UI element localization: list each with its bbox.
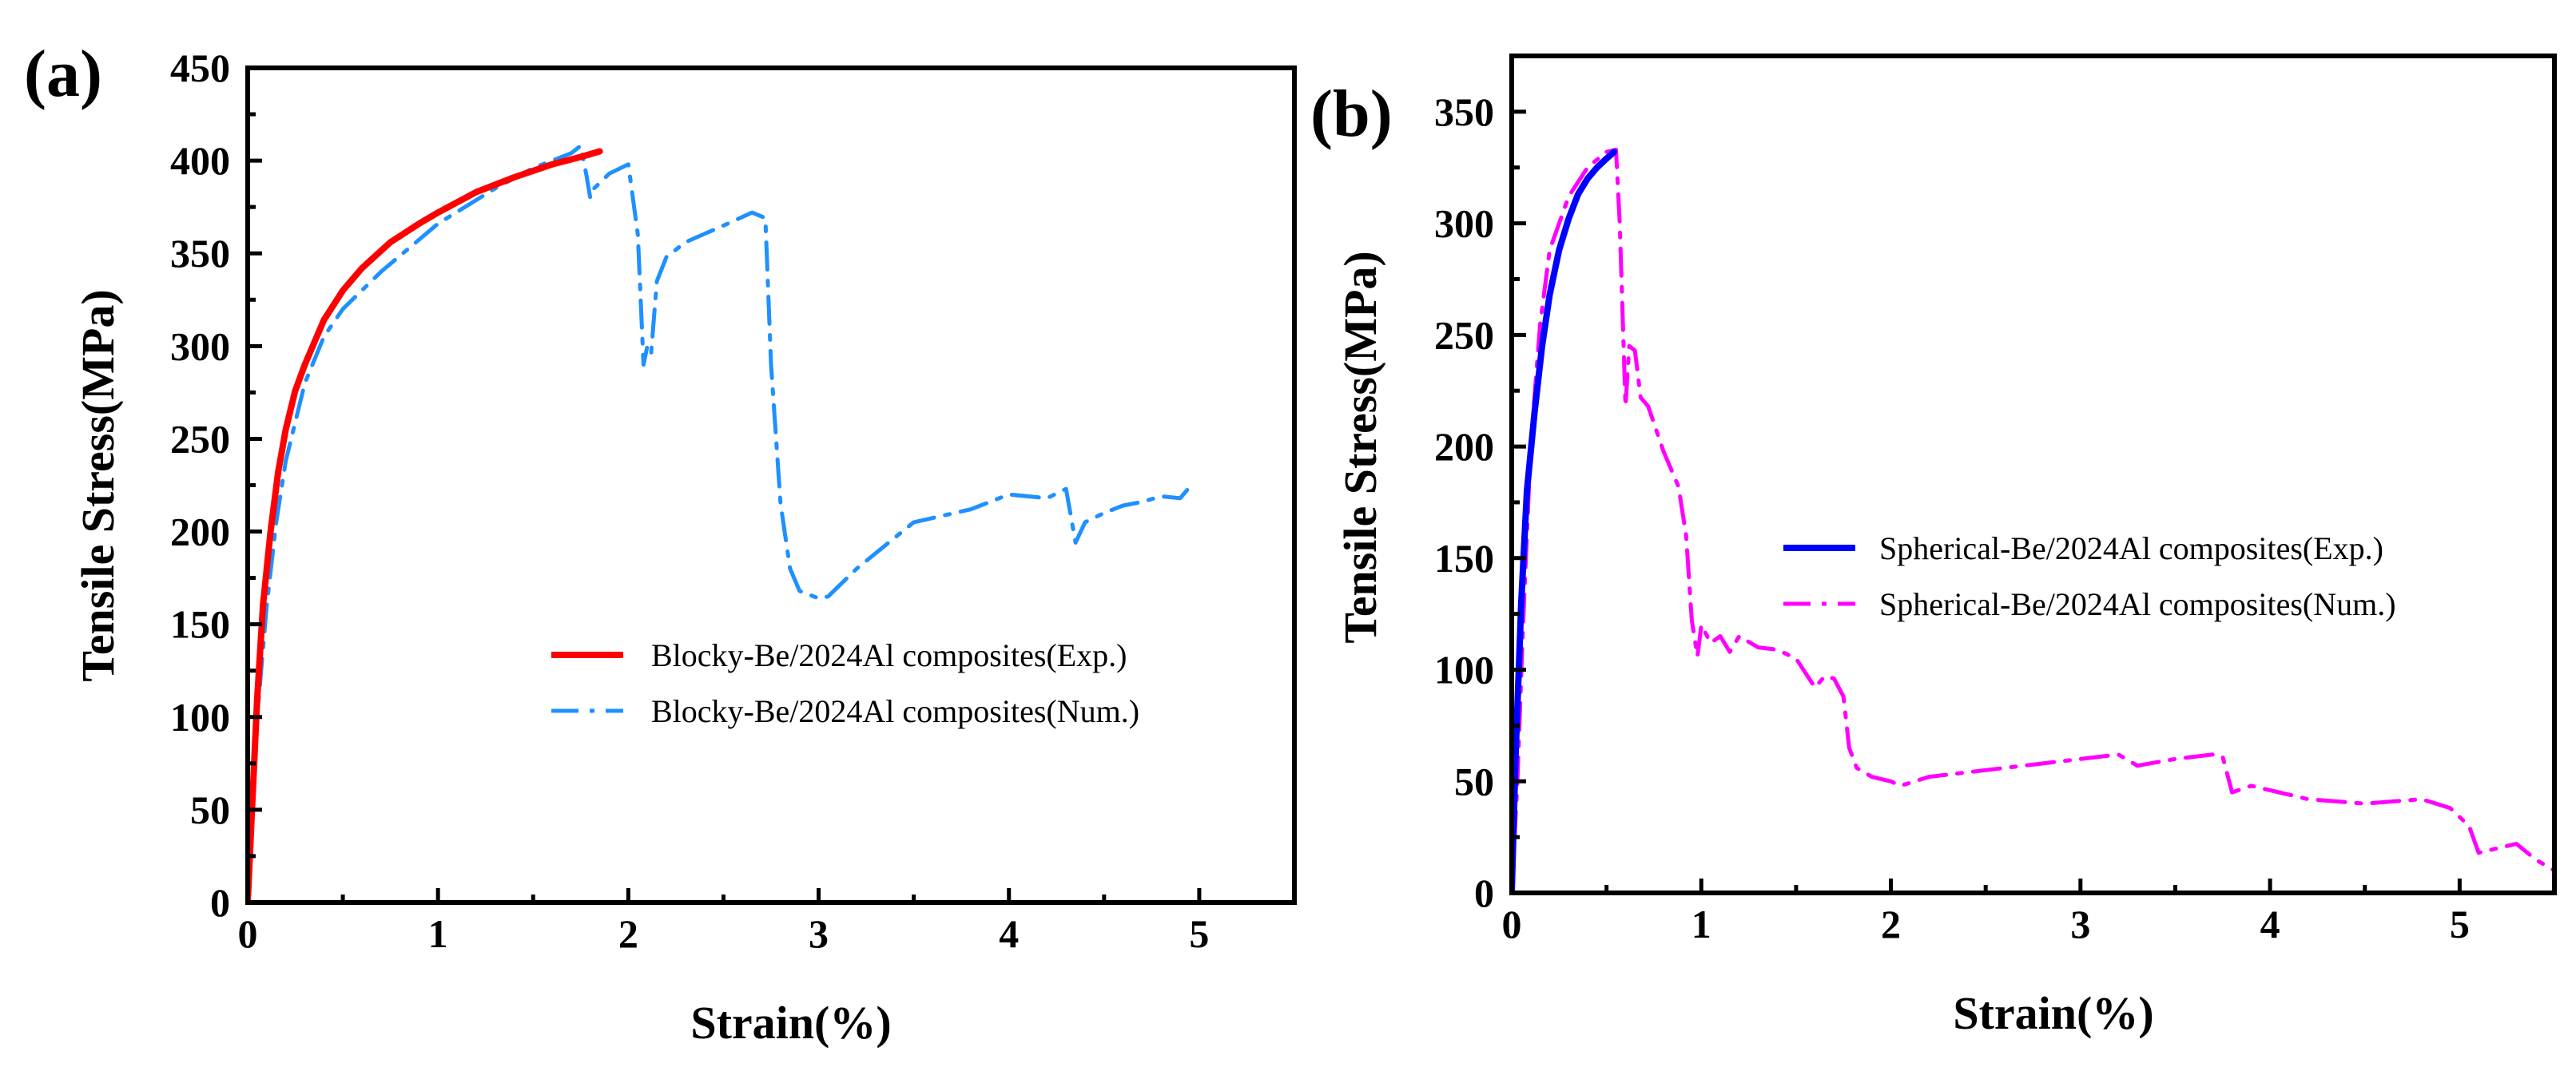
y-tick-label-b-6: 300 (1434, 201, 1494, 246)
y-tick-label-a-5: 250 (170, 416, 230, 461)
y-tick-label-b-7: 350 (1434, 89, 1494, 134)
x-axis-title-b: Strain(%) (1953, 987, 2153, 1039)
x-tick-label-a-0: 0 (238, 911, 258, 956)
y-axis-title-a: Tensile Stress(MPa) (72, 289, 124, 681)
x-tick-label-a-5: 5 (1189, 911, 1209, 956)
series-line-a-num (248, 144, 1192, 902)
x-tick-label-b-3: 3 (2070, 902, 2090, 946)
x-tick-label-a-1: 1 (428, 911, 448, 956)
x-tick-label-b-5: 5 (2450, 902, 2470, 946)
y-tick-label-a-2: 100 (170, 695, 230, 740)
legend-a: Blocky-Be/2024Al composites(Exp.) Blocky… (551, 637, 1139, 729)
y-tick-label-a-3: 150 (170, 602, 230, 647)
legend-label-exp-b: Spherical-Be/2024Al composites(Exp.) (1879, 530, 2383, 566)
x-axis-title-a: Strain(%) (690, 997, 891, 1049)
y-tick-label-b-1: 50 (1454, 759, 1494, 803)
y-axis-title-b: Tensile Stress(MPa) (1334, 251, 1386, 643)
series-line-b-exp (1512, 149, 1618, 893)
plot-frame-a (245, 65, 1297, 905)
panel-label-b: (b) (1310, 77, 1393, 151)
x-tick-label-a-4: 4 (999, 911, 1019, 956)
x-tick-label-b-4: 4 (2260, 902, 2280, 946)
y-tick-label-b-2: 100 (1434, 648, 1494, 692)
legend-label-num-b: Spherical-Be/2024Al composites(Num.) (1879, 586, 2396, 622)
legend-label-num-a: Blocky-Be/2024Al composites(Num.) (651, 693, 1139, 729)
y-tick-label-a-0: 0 (210, 880, 230, 925)
y-tick-label-b-0: 0 (1474, 871, 1494, 915)
y-tick-label-b-3: 150 (1434, 536, 1494, 581)
x-tick-label-a-2: 2 (618, 911, 638, 956)
series-line-b-num (1512, 147, 2554, 893)
legend-b: Spherical-Be/2024Al composites(Exp.) Sph… (1783, 530, 2396, 622)
y-tick-label-a-1: 50 (190, 787, 230, 832)
x-tick-label-a-3: 3 (809, 911, 829, 956)
y-tick-label-a-6: 300 (170, 323, 230, 368)
y-tick-label-b-4: 200 (1434, 424, 1494, 469)
y-tick-label-a-4: 200 (170, 510, 230, 554)
y-tick-label-a-8: 400 (170, 138, 230, 183)
x-tick-label-b-0: 0 (1502, 902, 1522, 946)
y-tick-label-b-5: 250 (1434, 312, 1494, 357)
y-tick-label-a-7: 350 (170, 231, 230, 276)
series-line-a-exp (248, 148, 603, 902)
x-tick-label-b-2: 2 (1881, 902, 1901, 946)
panel-label-a: (a) (24, 37, 102, 111)
plot-frame-b (1509, 54, 2557, 895)
y-tick-label-a-9: 450 (170, 46, 230, 90)
legend-label-exp-a: Blocky-Be/2024Al composites(Exp.) (651, 637, 1127, 673)
x-tick-label-b-1: 1 (1691, 902, 1711, 946)
